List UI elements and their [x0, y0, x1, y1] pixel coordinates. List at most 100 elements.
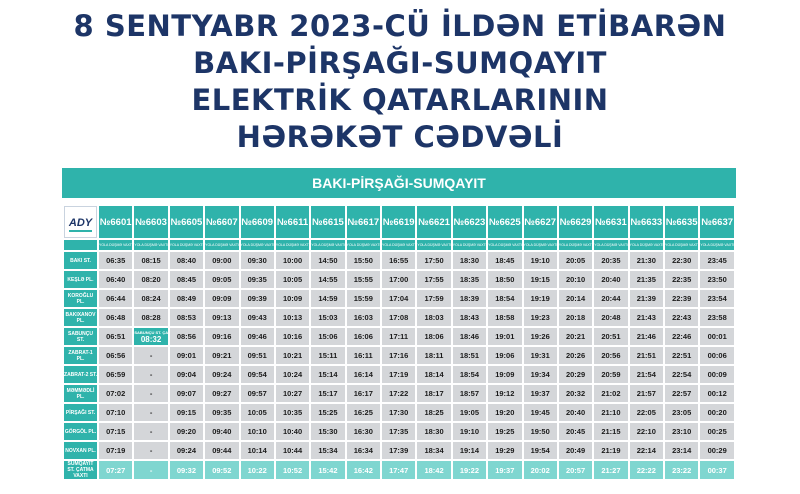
time-cell: 00:06	[700, 347, 734, 364]
train-number: №6635	[665, 206, 699, 238]
time-cell: 18:54	[488, 290, 522, 307]
time-cell: 19:09	[488, 366, 522, 383]
train-number: №6629	[558, 206, 593, 238]
time-cell: 18:14	[417, 366, 451, 383]
station-name: KOROĞLU PL.	[64, 290, 97, 307]
time-cell: 19:37	[488, 461, 522, 479]
time-cell: 06:48	[99, 309, 133, 326]
arrival-time-cell: SABUNÇU ST. ÇATMA VAXTI08:32	[134, 328, 168, 345]
time-cell: 00:09	[700, 366, 734, 383]
station-name: KEŞLƏ PL.	[64, 271, 97, 288]
time-cell: 18:06	[417, 328, 451, 345]
time-cell: 21:19	[594, 442, 628, 459]
time-cell: 21:57	[629, 385, 663, 402]
ady-logo: ADY	[64, 206, 97, 238]
time-cell: 09:05	[205, 271, 239, 288]
time-cell: 19:29	[488, 442, 522, 459]
time-cell: 14:59	[311, 290, 345, 307]
time-cell: 18:45	[488, 252, 522, 269]
station-name: PİRŞAĞI ST.	[64, 404, 97, 421]
time-cell: 20:35	[594, 252, 628, 269]
time-cell: 09:43	[240, 309, 274, 326]
time-cell: 18:17	[417, 385, 451, 402]
station-name: BAKI ST.	[64, 252, 97, 269]
time-cell: 16:17	[346, 385, 380, 402]
time-cell: 15:50	[346, 252, 380, 269]
time-cell: 09:35	[240, 271, 274, 288]
time-cell: 22:46	[665, 328, 699, 345]
time-cell: 18:03	[417, 309, 451, 326]
time-cell: 17:22	[382, 385, 416, 402]
time-cell: 15:11	[311, 347, 345, 364]
time-cell: 20:56	[594, 347, 628, 364]
time-cell: 16:14	[346, 366, 380, 383]
headline: 8 SENTYABR 2023-CÜ İLDƏN ETİBARƏN BAKI-P…	[0, 8, 800, 156]
time-cell: -	[134, 461, 168, 479]
time-cell: 20:18	[558, 309, 593, 326]
train-number: №6637	[700, 206, 734, 238]
train-number: №6607	[205, 206, 239, 238]
time-cell: 06:40	[99, 271, 133, 288]
time-cell: 16:11	[346, 347, 380, 364]
departure-time-label: YOLA DÜŞMƏ VAXTI	[240, 240, 274, 250]
table-row: NOVXAN PL. 07:19-09:24 09:44 10:14 10:44 15:3…	[64, 442, 734, 459]
departure-time-label: YOLA DÜŞMƏ VAXTI	[417, 240, 451, 250]
time-cell: 23:54	[700, 290, 734, 307]
time-cell: 08:53	[169, 309, 204, 326]
time-cell: 18:30	[417, 423, 451, 440]
time-cell: 19:01	[488, 328, 522, 345]
time-cell: 22:14	[629, 442, 663, 459]
time-cell: 15:59	[346, 290, 380, 307]
time-cell: 14:50	[311, 252, 345, 269]
time-cell: 17:00	[382, 271, 416, 288]
time-cell: 09:24	[205, 366, 239, 383]
time-cell: 19:26	[523, 328, 557, 345]
time-cell: 17:30	[382, 404, 416, 421]
train-number: №6603	[134, 206, 168, 238]
time-cell: 10:22	[240, 461, 274, 479]
time-cell: 19:22	[452, 461, 487, 479]
departure-time-label: YOLA DÜŞMƏ VAXTI	[700, 240, 734, 250]
time-cell: 17:39	[382, 442, 416, 459]
time-cell: 19:14	[452, 442, 487, 459]
time-cell: 08:40	[169, 252, 204, 269]
table-row: PİRŞAĞI ST. 07:10-09:15 09:35 10:05 10:35 15:…	[64, 404, 734, 421]
time-cell: 17:04	[382, 290, 416, 307]
station-name: ZABRAT-1 PL.	[64, 347, 97, 364]
train-number: №6605	[169, 206, 204, 238]
time-cell: 20:57	[558, 461, 593, 479]
time-cell: 00:12	[700, 385, 734, 402]
departure-time-label: YOLA DÜŞMƏ VAXTI	[275, 240, 310, 250]
time-cell: 09:57	[240, 385, 274, 402]
time-cell: 15:55	[346, 271, 380, 288]
time-cell: 18:50	[488, 271, 522, 288]
table-row: GÖRGÖL PL. 07:15-09:20 09:40 10:10 10:40 15:3…	[64, 423, 734, 440]
time-cell: 10:13	[275, 309, 310, 326]
time-cell: 20:21	[558, 328, 593, 345]
time-cell: 18:39	[452, 290, 487, 307]
time-cell: -	[134, 442, 168, 459]
time-cell: 18:46	[452, 328, 487, 345]
time-cell: 19:37	[523, 385, 557, 402]
time-cell: 15:25	[311, 404, 345, 421]
time-cell: 09:39	[240, 290, 274, 307]
time-cell: 18:54	[452, 366, 487, 383]
time-cell: 09:44	[205, 442, 239, 459]
departure-label-row: YOLA DÜŞMƏ VAXTI YOLA DÜŞMƏ VAXTI YOLA DÜŞ…	[64, 240, 734, 250]
time-cell: -	[134, 366, 168, 383]
time-cell: -	[134, 423, 168, 440]
departure-time-label: YOLA DÜŞMƏ VAXTI	[311, 240, 345, 250]
train-number: №6609	[240, 206, 274, 238]
time-cell: 06:59	[99, 366, 133, 383]
time-cell: 19:23	[523, 309, 557, 326]
time-cell: 09:30	[240, 252, 274, 269]
time-cell: 10:14	[240, 442, 274, 459]
time-cell: 19:50	[523, 423, 557, 440]
time-cell: 18:30	[452, 252, 487, 269]
time-cell: 07:27	[99, 461, 133, 479]
station-name: GÖRGÖL PL.	[64, 423, 97, 440]
train-number: №6619	[382, 206, 416, 238]
time-cell: 09:32	[169, 461, 204, 479]
time-cell: 14:55	[311, 271, 345, 288]
